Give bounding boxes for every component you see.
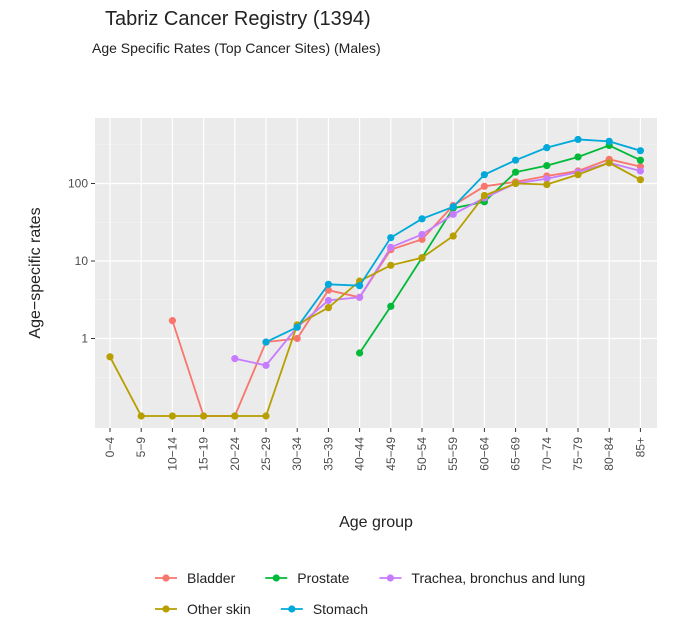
legend-key-point [162, 574, 170, 582]
chart-title: Tabriz Cancer Registry (1394) [105, 8, 371, 30]
data-point [106, 353, 114, 361]
data-point [543, 175, 551, 183]
data-point [418, 215, 426, 223]
data-point [200, 412, 208, 420]
data-point [137, 412, 145, 420]
x-tick-label: 35−39 [321, 437, 335, 471]
data-point [168, 317, 176, 325]
data-point [480, 171, 488, 179]
data-point [262, 412, 270, 420]
data-point [636, 156, 645, 164]
data-point [605, 159, 613, 167]
x-tick-label: 65−69 [509, 437, 523, 471]
x-tick-label: 20−24 [228, 437, 242, 471]
x-tick-label: 55−59 [446, 437, 460, 471]
data-point [574, 153, 582, 161]
data-point [543, 180, 551, 189]
data-point [231, 412, 239, 420]
y-axis-title: Age−specific rates [27, 207, 44, 338]
data-point [231, 355, 239, 363]
legend-key-point [288, 605, 296, 613]
data-point [605, 137, 613, 145]
x-tick-label: 15−19 [197, 437, 211, 471]
x-tick-label: 25−29 [259, 437, 273, 471]
series-line [171, 158, 641, 417]
data-point [356, 293, 364, 301]
x-tick-label: 60−64 [477, 437, 491, 471]
x-tick-label: 80−84 [602, 437, 616, 471]
legend-key-point [272, 574, 280, 582]
data-point [293, 334, 301, 343]
data-point [387, 302, 395, 310]
data-point [168, 412, 176, 420]
x-axis-title: Age group [339, 514, 413, 531]
x-tick-label: 10−14 [165, 437, 179, 471]
x-tick-label: 45−49 [384, 437, 398, 471]
x-tick-label: 40−44 [353, 437, 367, 471]
legend-label: Trachea, bronchus and lung [411, 570, 585, 586]
data-point [480, 182, 488, 190]
legend-key-point [162, 605, 170, 613]
data-point [449, 232, 457, 240]
x-tick-label: 75−79 [571, 437, 585, 471]
data-point [324, 304, 332, 312]
y-axis: 1 10 100 [68, 176, 95, 345]
data-point [387, 261, 395, 269]
x-tick-label: 70−74 [540, 437, 554, 471]
data-point [356, 282, 364, 290]
x-axis: 0−4 5−9 10−14 15−19 20−24 25−29 30−34 35−39 40−4… [103, 428, 647, 471]
data-point [387, 243, 395, 251]
data-point [324, 286, 332, 294]
data-point [262, 361, 270, 369]
data-point [387, 234, 395, 242]
y-tick-label: 10 [75, 254, 89, 268]
legend: Bladder Prostate Trachea, bronchus and lun… [155, 570, 585, 617]
data-point [418, 235, 426, 243]
data-point [324, 280, 332, 288]
data-point [480, 191, 488, 200]
legend-label: Stomach [313, 601, 368, 617]
data-point [449, 203, 457, 211]
series-line [109, 161, 641, 417]
data-point [511, 179, 520, 188]
data-point [511, 168, 520, 176]
data-point [636, 176, 645, 184]
x-tick-label: 0−4 [103, 437, 117, 458]
y-tick-label: 1 [81, 331, 88, 345]
legend-label: Bladder [187, 570, 236, 586]
data-point [356, 349, 364, 357]
data-point [574, 171, 582, 179]
data-point [324, 296, 332, 305]
legend-key-point [386, 574, 395, 582]
x-tick-label: 30−34 [290, 437, 304, 471]
series-group [106, 135, 645, 420]
data-point [574, 135, 582, 144]
series-line [358, 144, 641, 354]
data-point [636, 147, 645, 155]
data-point [543, 144, 551, 152]
chart-subtitle: Age Specific Rates (Top Cancer Sites) (M… [92, 40, 381, 56]
x-tick-label: 5−9 [134, 437, 148, 458]
data-point [418, 254, 426, 262]
data-point [418, 230, 426, 239]
x-tick-label: 50−54 [415, 437, 429, 471]
data-point [262, 338, 270, 346]
legend-label: Other skin [187, 601, 251, 617]
data-point [543, 162, 551, 170]
data-point [449, 210, 457, 218]
y-tick-label: 100 [68, 176, 88, 190]
legend-label: Prostate [297, 570, 349, 586]
data-point [293, 323, 301, 331]
data-point [511, 156, 520, 164]
data-point [636, 167, 645, 175]
x-tick-label: 85+ [633, 437, 647, 457]
